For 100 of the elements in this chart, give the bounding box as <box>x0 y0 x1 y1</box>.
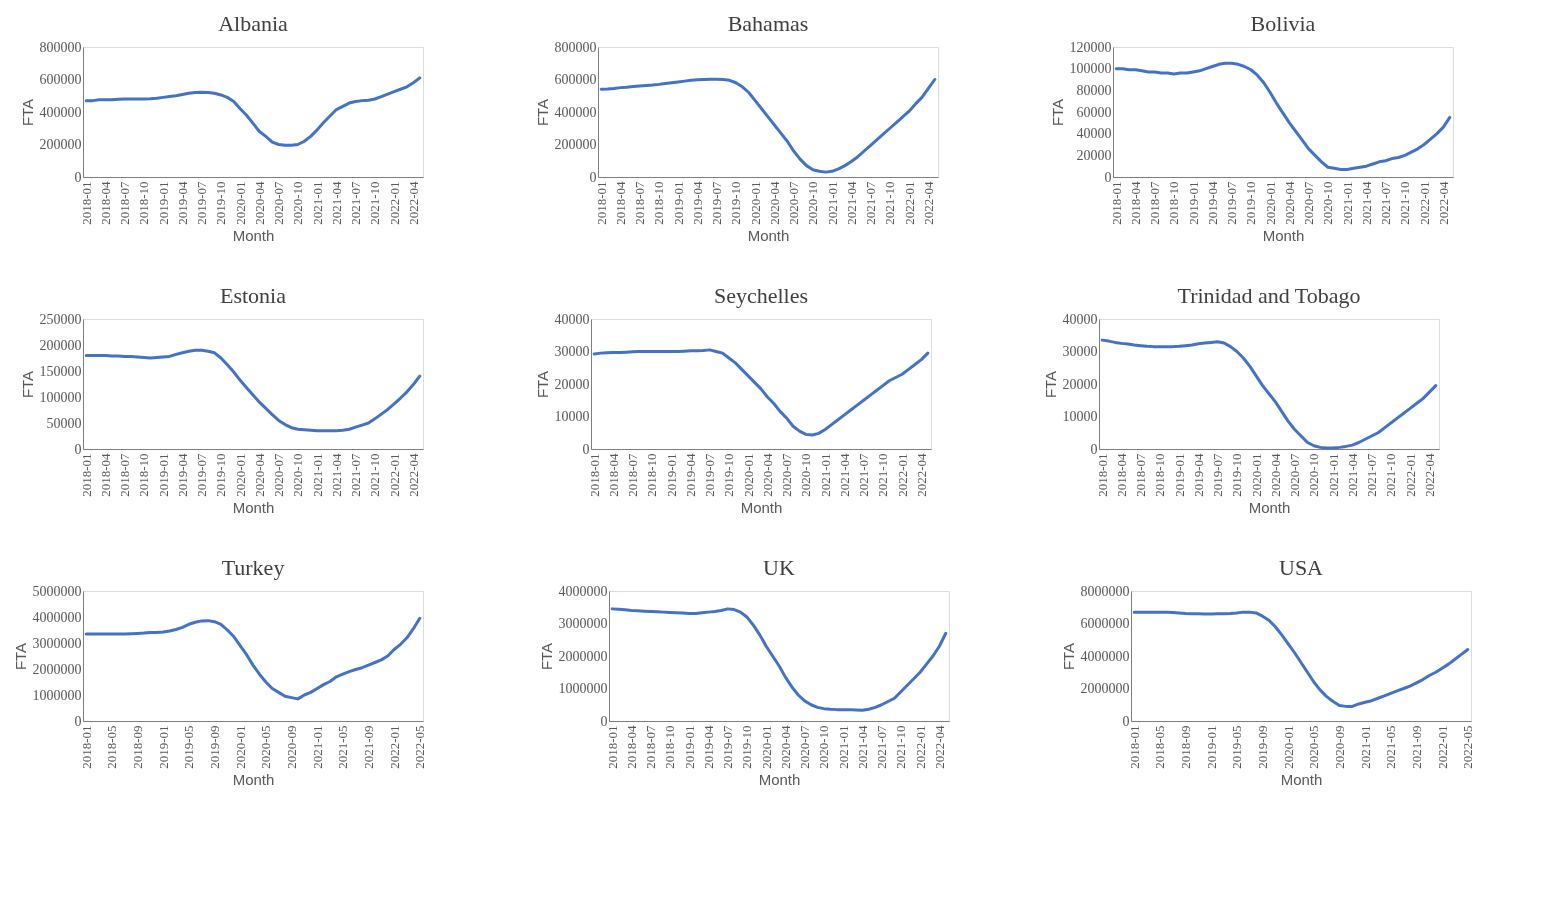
x-tick-label: 2018-10 <box>662 725 678 769</box>
x-tick-label: 2019-01 <box>663 453 679 497</box>
x-tick-label: 2019-10 <box>213 181 229 225</box>
x-tick-label: 2019-04 <box>174 181 190 225</box>
chart-title: Bahamas <box>727 11 809 36</box>
x-tick-label: 2020-01 <box>1262 181 1278 225</box>
chart-title: Bolivia <box>1250 11 1316 36</box>
y-tick-label: 200000 <box>554 137 597 152</box>
x-tick-label: 2020-05 <box>1306 725 1322 769</box>
x-tick-label: 2018-04 <box>97 181 113 225</box>
x-tick-label: 2018-10 <box>644 453 660 497</box>
x-axis-title: Month <box>232 498 275 516</box>
x-tick-label: 2019-01 <box>155 181 171 225</box>
x-tick-label: 2022-04 <box>920 181 936 225</box>
x-tick-label: 2021-10 <box>1397 181 1413 225</box>
y-axis-title: FTA <box>533 370 551 399</box>
x-tick-label: 2020-04 <box>251 453 267 497</box>
x-tick-label: 2020-01 <box>232 181 248 225</box>
x-tick-label: 2021-01 <box>824 181 840 225</box>
y-tick-label: 6000000 <box>1080 616 1130 631</box>
x-tick-label: 2019-01 <box>1203 725 1219 769</box>
x-tick-label: 2022-01 <box>386 725 402 769</box>
x-tick-label: 2018-04 <box>1127 181 1143 225</box>
x-tick-label: 2019-10 <box>1229 453 1245 497</box>
x-tick-label: 2018-07 <box>1133 453 1149 497</box>
x-tick-label: 2021-01 <box>1357 725 1373 769</box>
x-tick-label: 2020-01 <box>232 725 248 769</box>
x-tick-label: 2021-01 <box>817 453 833 497</box>
y-tick-label: 100000 <box>39 389 82 405</box>
x-tick-label: 2022-01 <box>894 453 910 497</box>
x-tick-label: 2022-01 <box>912 725 928 769</box>
x-tick-label: 2021-04 <box>1344 453 1360 497</box>
x-tick-label: 2019-10 <box>721 453 737 497</box>
x-tick-label: 2020-10 <box>1306 453 1322 497</box>
y-tick-label: 8000000 <box>1080 583 1130 599</box>
x-tick-label: 2021-01 <box>309 181 325 225</box>
line-series <box>1114 61 1452 171</box>
x-tick-label: 2020-10 <box>816 725 832 769</box>
chart-title: Albania <box>218 11 289 36</box>
x-tick-label: 2019-10 <box>213 453 229 497</box>
y-tick-label: 4000000 <box>1080 648 1130 664</box>
x-tick-label: 2021-05 <box>335 725 351 769</box>
y-tick-label: 2000000 <box>1080 681 1130 696</box>
x-tick-label: 2018-10 <box>1152 453 1168 497</box>
x-tick-label: 2020-01 <box>747 181 763 225</box>
x-tick-label: 2021-10 <box>367 181 383 225</box>
x-tick-label: 2021-07 <box>856 453 872 497</box>
x-tick-label: 2020-10 <box>290 181 306 225</box>
chart-title: Turkey <box>221 555 285 580</box>
x-tick-label: 2018-04 <box>1113 453 1129 497</box>
x-tick-label: 2019-01 <box>681 725 697 769</box>
x-tick-label: 2019-09 <box>207 725 223 769</box>
y-tick-label: 4000000 <box>32 609 82 625</box>
x-tick-label: 2019-01 <box>1171 453 1187 497</box>
x-tick-label: 2022-05 <box>1460 725 1476 769</box>
x-axis-title: Month <box>1248 498 1291 516</box>
x-tick-label: 2019-10 <box>1243 181 1259 225</box>
y-axis-title: FTA <box>18 98 36 127</box>
x-tick-label: 2020-09 <box>283 725 299 769</box>
x-tick-label: 2019-07 <box>1210 453 1226 497</box>
x-tick-label: 2020-10 <box>805 181 821 225</box>
x-tick-label: 2020-10 <box>290 453 306 497</box>
x-tick-label: 2018-04 <box>612 181 628 225</box>
y-tick-label: 60000 <box>1076 104 1112 120</box>
x-tick-label: 2021-04 <box>328 181 344 225</box>
y-tick-label: 10000 <box>1062 409 1098 424</box>
x-tick-label: 2019-04 <box>174 453 190 497</box>
x-tick-label: 2019-07 <box>1224 181 1240 225</box>
y-tick-label: 250000 <box>39 311 82 327</box>
x-tick-label: 2019-05 <box>1229 725 1245 769</box>
x-tick-label: 2021-04 <box>328 453 344 497</box>
x-tick-label: 2021-07 <box>1378 181 1394 225</box>
x-tick-label: 2022-01 <box>386 181 402 225</box>
x-tick-label: 2018-07 <box>117 181 133 225</box>
x-tick-label: 2020-04 <box>1267 453 1283 497</box>
y-tick-label: 200000 <box>39 137 82 152</box>
x-tick-label: 2020-01 <box>1280 725 1296 769</box>
x-tick-label: 2018-04 <box>605 453 621 497</box>
x-tick-label: 2021-07 <box>863 181 879 225</box>
y-tick-label: 40000 <box>1062 311 1098 327</box>
x-tick-label: 2022-01 <box>1434 725 1450 769</box>
x-tick-label: 2019-10 <box>728 181 744 225</box>
y-axis-title: FTA <box>1059 642 1077 671</box>
x-tick-label: 2018-07 <box>625 453 641 497</box>
y-tick-label: 150000 <box>39 363 82 379</box>
x-tick-label: 2018-04 <box>623 725 639 769</box>
line-series <box>84 348 422 433</box>
y-tick-label: 200000 <box>39 337 82 353</box>
y-tick-label: 3000000 <box>32 635 82 651</box>
x-tick-label: 2020-07 <box>797 725 813 769</box>
y-tick-label: 800000 <box>39 39 82 55</box>
x-tick-label: 2019-07 <box>194 453 210 497</box>
x-tick-label: 2018-04 <box>97 453 113 497</box>
y-tick-label: 100000 <box>1069 61 1112 77</box>
x-tick-label: 2020-07 <box>786 181 802 225</box>
y-tick-label: 30000 <box>554 344 590 359</box>
x-tick-label: 2021-01 <box>1339 181 1355 225</box>
x-tick-label: 2021-04 <box>843 181 859 225</box>
x-tick-label: 2019-01 <box>155 725 171 769</box>
x-tick-label: 2018-09 <box>130 725 146 769</box>
